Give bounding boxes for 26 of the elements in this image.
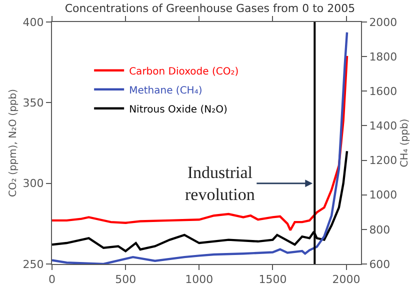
y-tick-label: 300 bbox=[22, 177, 44, 190]
x-tick-label: 1000 bbox=[185, 273, 214, 286]
x-tick-label: 0 bbox=[48, 273, 56, 286]
x-tick-label: 500 bbox=[115, 273, 136, 286]
y-axis-title: CO₂ (ppm), N₂O (ppb) bbox=[8, 88, 19, 198]
y-tick-label: 250 bbox=[22, 258, 44, 271]
y2-tick-label: 1400 bbox=[369, 120, 398, 133]
y2-axis-title: CH₄ (ppb) bbox=[400, 118, 411, 168]
chart-title: Concentrations of Greenhouse Gases from 0 to 2005 bbox=[64, 2, 356, 16]
line-series bbox=[52, 31, 348, 264]
x-tick-label: 2000 bbox=[332, 273, 360, 286]
legend-label: Methane (CH₄) bbox=[129, 85, 202, 96]
y2-tick-label: 1800 bbox=[369, 50, 398, 64]
ref-line-label: Industrial revolution bbox=[185, 163, 256, 204]
legend-label: Nitrous Oxide (N₂O) bbox=[129, 104, 228, 116]
line-series bbox=[52, 54, 348, 232]
y-tick-label: 350 bbox=[22, 96, 44, 110]
y2-tick-label: 800 bbox=[369, 223, 390, 236]
y2-tick-label: 1600 bbox=[369, 84, 398, 98]
legend-label: Carbon Dioxode (CO₂) bbox=[129, 66, 239, 78]
y2-tick-label: 600 bbox=[369, 258, 390, 271]
y-tick-label: 400 bbox=[22, 16, 44, 29]
y2-tick-label: 2000 bbox=[369, 16, 398, 29]
x-tick-label: 1500 bbox=[258, 273, 287, 286]
y2-tick-label: 1200 bbox=[369, 154, 398, 168]
y2-tick-label: 1000 bbox=[369, 188, 398, 202]
